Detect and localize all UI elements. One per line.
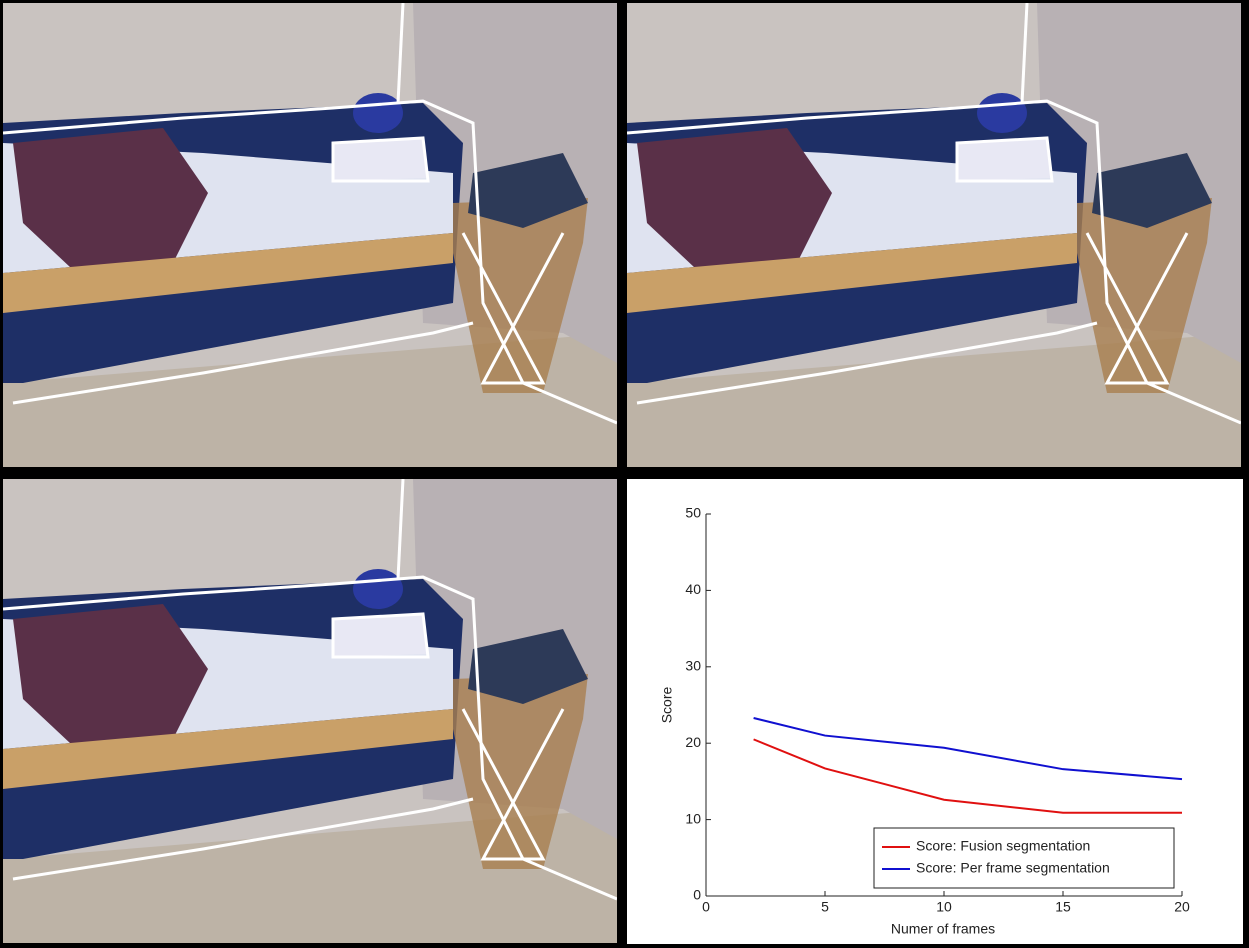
y-tick-label: 10	[685, 810, 701, 826]
y-axis-label: Score	[659, 687, 675, 724]
segmentation-photo	[627, 3, 1241, 467]
y-tick-label: 0	[693, 887, 701, 903]
x-tick-label: 0	[702, 899, 710, 915]
segmentation-photo	[3, 3, 617, 467]
y-tick-label: 20	[685, 734, 701, 750]
x-tick-label: 5	[821, 899, 829, 915]
figure: Numer of frames Score 0 10 20 30 40 50 0 5 10 15 2…	[0, 0, 1249, 948]
x-tick-label: 15	[1055, 899, 1071, 915]
segmentation-photo	[3, 479, 617, 943]
legend-label: Score: Fusion segmentation	[916, 838, 1090, 854]
x-axis-label: Numer of frames	[891, 921, 995, 937]
y-tick-label: 30	[685, 658, 701, 674]
x-tick-label: 10	[936, 899, 952, 915]
legend-label: Score: Per frame segmentation	[916, 860, 1110, 876]
x-tick-label: 20	[1174, 899, 1190, 915]
y-tick-label: 40	[685, 581, 701, 597]
y-tick-label: 50	[685, 505, 701, 521]
